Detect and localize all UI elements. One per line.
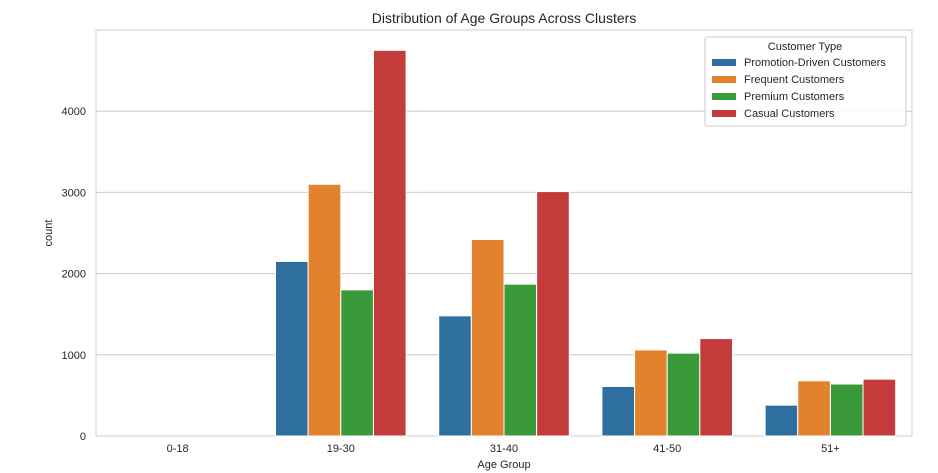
bar (829, 383, 864, 437)
bar (438, 315, 472, 437)
legend-title: Customer Type (768, 41, 842, 53)
y-tick-labels: 0 1000 2000 3000 4000 (62, 106, 86, 443)
x-tick-label: 41-50 (653, 443, 681, 455)
bar (601, 385, 636, 437)
legend-item-label: Frequent Customers (744, 74, 845, 86)
legend-item-label: Premium Customers (744, 91, 845, 103)
bar (275, 260, 309, 437)
chart-title: Distribution of Age Groups Across Cluste… (372, 10, 637, 26)
x-tick-label: 19-30 (327, 443, 355, 455)
y-tick-label: 4000 (62, 106, 86, 118)
y-tick-label: 1000 (62, 350, 86, 362)
x-tick-label: 0-18 (167, 443, 189, 455)
bar (340, 289, 374, 437)
y-tick-label: 2000 (62, 269, 86, 281)
x-tick-labels: 0-18 19-30 31-40 41-50 51+ (167, 443, 840, 455)
bar (634, 349, 668, 437)
legend-box (704, 36, 907, 127)
x-tick-label: 51+ (821, 443, 840, 455)
bar (666, 352, 701, 437)
y-axis-label: count (43, 220, 55, 247)
x-tick-label: 31-40 (490, 443, 518, 455)
bars (275, 49, 897, 437)
legend-items: Promotion-Driven Customers Frequent Custo… (712, 57, 886, 120)
bar (764, 404, 799, 437)
legend-swatch (712, 110, 736, 117)
bar (307, 183, 342, 437)
bar (503, 283, 538, 437)
legend-item-label: Promotion-Driven Customers (744, 57, 886, 69)
bar (797, 380, 831, 437)
legend-item-label: Casual Customers (744, 108, 835, 120)
legend-swatch (712, 59, 736, 66)
x-axis-label: Age Group (477, 459, 530, 471)
bar (372, 49, 407, 437)
bar (536, 191, 570, 437)
legend-swatch (712, 93, 736, 100)
bar (470, 238, 505, 437)
bar (862, 378, 897, 437)
legend: Customer Type Promotion-Driven Customers… (704, 36, 907, 127)
y-tick-label: 0 (80, 431, 86, 443)
legend-swatch (712, 76, 736, 83)
y-tick-label: 3000 (62, 187, 86, 199)
bar (699, 338, 733, 437)
